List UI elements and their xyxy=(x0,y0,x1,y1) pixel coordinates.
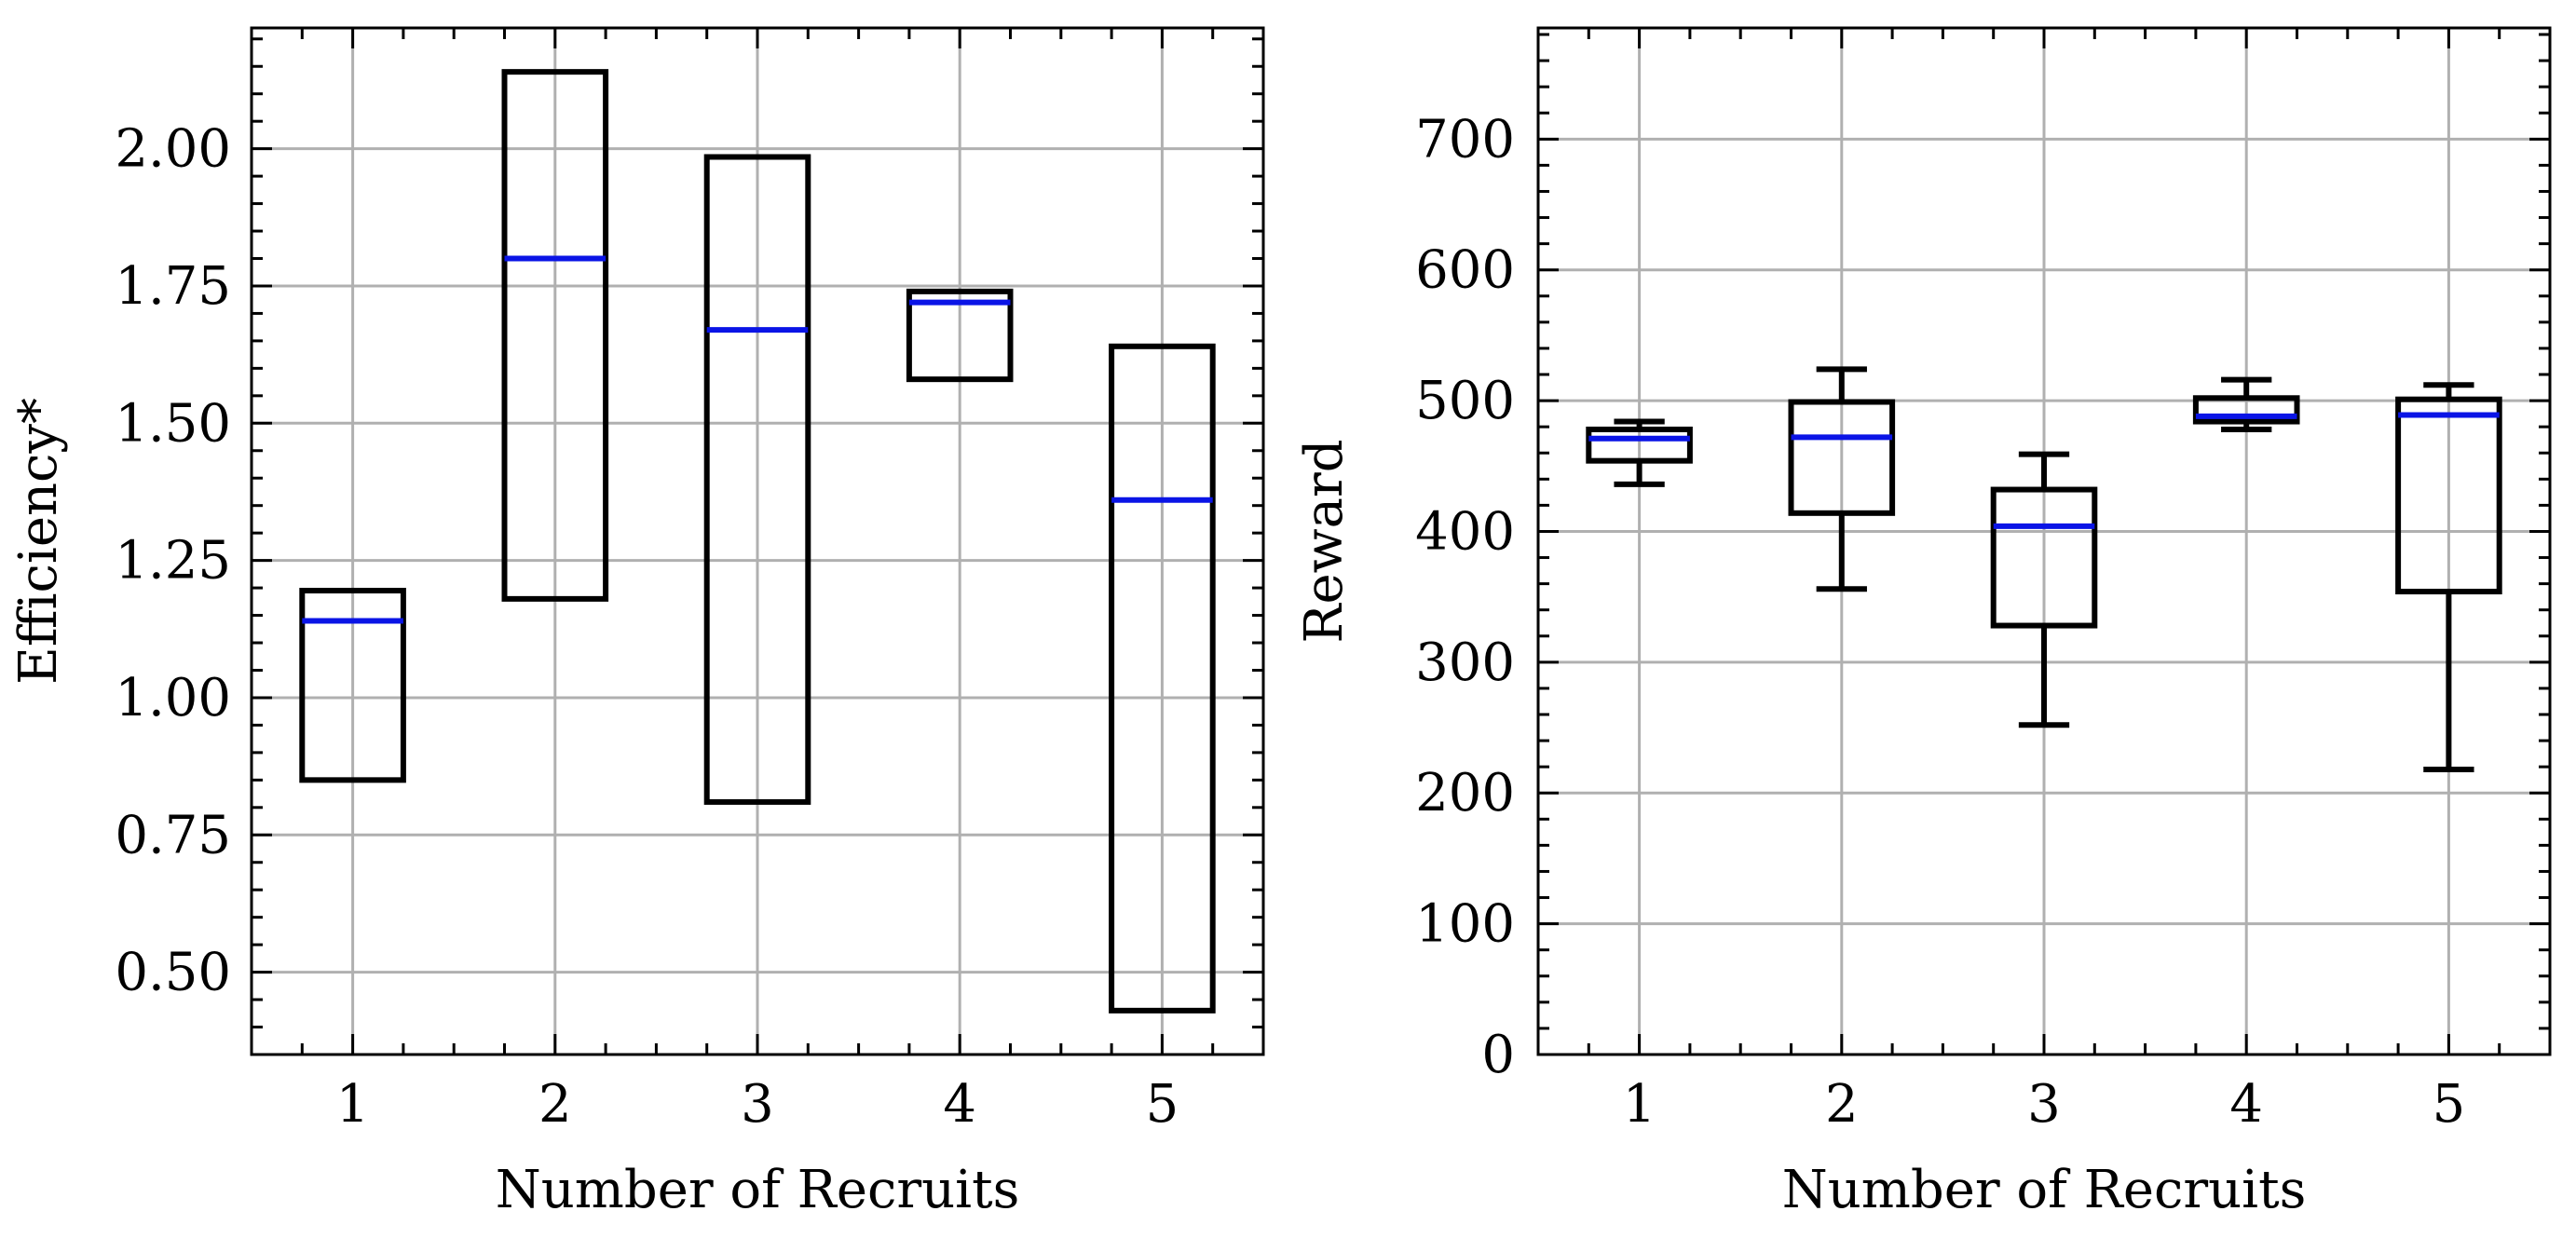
box-iqr xyxy=(1586,426,1693,464)
y-tick-label: 700 xyxy=(1415,109,1515,170)
y-tick-label: 0.75 xyxy=(115,805,231,865)
efficiency-panel: 1 2 3 4 5 0.50 0.75 1.00 1.25 1.50 1.75 2.00 Number … xyxy=(8,26,1265,1220)
y-tick-label: 1.25 xyxy=(115,531,231,592)
y-tick-label: 0.50 xyxy=(115,943,231,1003)
y-tick-label: 100 xyxy=(1415,894,1515,955)
y-tick-label: 2.00 xyxy=(115,119,231,180)
x-tick-label: 5 xyxy=(2433,1074,2466,1135)
box-iqr xyxy=(2192,395,2300,425)
x-axis-label: Number of Recruits xyxy=(1782,1160,2307,1220)
y-tick-label: 500 xyxy=(1415,371,1515,431)
tick-labels: 1 2 3 4 5 0 100 200 300 400 500 600 700 xyxy=(1415,109,2465,1135)
box-iqr xyxy=(703,154,811,805)
x-tick-label: 1 xyxy=(336,1074,370,1135)
box-2 xyxy=(501,69,609,602)
y-tick-label: 1.50 xyxy=(115,393,231,454)
box-2 xyxy=(1788,366,1896,592)
box-3 xyxy=(1990,451,2098,728)
box-3 xyxy=(703,154,811,805)
x-tick-label: 3 xyxy=(741,1074,774,1135)
x-tick-label: 5 xyxy=(1146,1074,1179,1135)
box-iqr xyxy=(1788,399,1896,516)
box-4 xyxy=(906,288,1014,383)
box-iqr xyxy=(299,588,406,783)
box-iqr xyxy=(906,288,1014,383)
y-tick-label: 1.00 xyxy=(115,668,231,728)
y-axis-label: Reward xyxy=(1294,439,1355,643)
y-axis-label: Efficiency* xyxy=(8,398,69,685)
x-tick-label: 2 xyxy=(1825,1074,1859,1135)
y-tick-label: 0 xyxy=(1481,1025,1515,1085)
boxes xyxy=(299,69,1216,1014)
x-tick-label: 2 xyxy=(538,1074,572,1135)
box-iqr xyxy=(501,69,609,602)
x-tick-label: 4 xyxy=(2229,1074,2263,1135)
box-4 xyxy=(2192,376,2300,432)
y-tick-label: 300 xyxy=(1415,633,1515,693)
reward-panel: 1 2 3 4 5 0 100 200 300 400 500 600 700 Number of Rec… xyxy=(1294,26,2552,1220)
box-5 xyxy=(2395,382,2502,772)
ticks xyxy=(1536,28,2552,1056)
boxes xyxy=(1586,366,2502,772)
y-tick-label: 1.75 xyxy=(115,256,231,317)
box-5 xyxy=(1109,343,1216,1014)
x-tick-label: 1 xyxy=(1623,1074,1656,1135)
box-iqr xyxy=(2395,396,2502,595)
y-tick-label: 400 xyxy=(1415,501,1515,562)
ticks xyxy=(250,28,1265,1056)
box-1 xyxy=(299,588,406,783)
box-1 xyxy=(1586,418,1693,487)
box-iqr xyxy=(1990,486,2098,629)
y-tick-label: 200 xyxy=(1415,763,1515,823)
box-iqr xyxy=(1109,343,1216,1014)
x-axis-label: Number of Recruits xyxy=(496,1160,1020,1220)
x-tick-label: 4 xyxy=(943,1074,976,1135)
x-tick-label: 3 xyxy=(2027,1074,2061,1135)
grid-lines xyxy=(252,28,1263,1055)
tick-labels: 1 2 3 4 5 0.50 0.75 1.00 1.25 1.50 1.75 2.00 xyxy=(115,119,1179,1135)
y-tick-label: 600 xyxy=(1415,240,1515,301)
